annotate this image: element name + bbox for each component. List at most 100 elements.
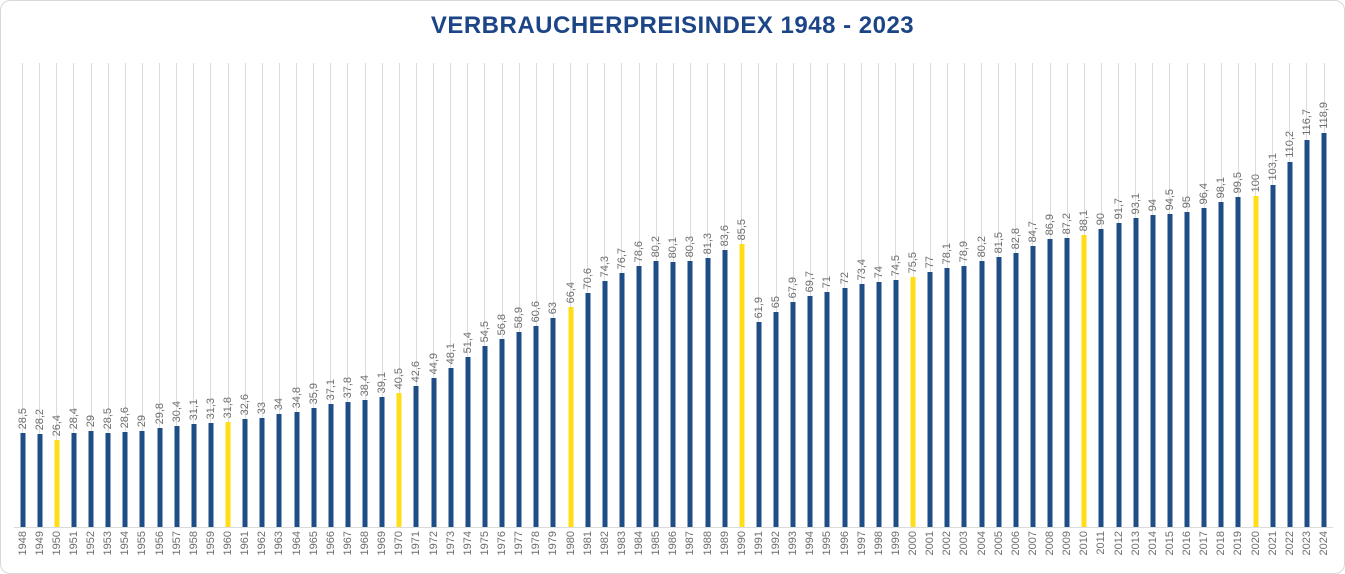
chart-column-1984: 78,6 <box>631 63 648 527</box>
chart-column-2018: 98,1 <box>1213 63 1230 527</box>
chart-column-1974: 51,4 <box>459 63 476 527</box>
value-label-2023: 116,7 <box>1300 109 1313 136</box>
chart-column-2004: 80,2 <box>973 63 990 527</box>
chart-column-1955: 29 <box>134 63 151 527</box>
x-tick-1959: 1959 <box>202 531 219 569</box>
value-label-1998: 74 <box>872 265 885 278</box>
bar-2005 <box>996 257 1002 527</box>
x-tick-1985: 1985 <box>648 531 665 569</box>
x-tick-label-1976: 1976 <box>496 531 509 556</box>
x-tick-label-2009: 2009 <box>1061 531 1074 556</box>
value-label-1950: 26,4 <box>50 414 63 436</box>
bar-2024 <box>1321 133 1327 527</box>
x-tick-label-1998: 1998 <box>872 531 885 556</box>
x-tick-label-2019: 2019 <box>1232 531 1245 556</box>
bar-1949 <box>37 434 43 527</box>
bar-1998 <box>876 282 882 527</box>
x-tick-1981: 1981 <box>579 531 596 569</box>
value-label-1971: 42,6 <box>410 360 423 382</box>
bar-1977 <box>516 332 522 527</box>
x-tick-1972: 1972 <box>425 531 442 569</box>
x-tick-2022: 2022 <box>1281 531 1298 569</box>
value-label-2004: 80,2 <box>975 235 988 257</box>
x-tick-1970: 1970 <box>391 531 408 569</box>
x-tick-1960: 1960 <box>220 531 237 569</box>
value-label-1970: 40,5 <box>393 367 406 389</box>
value-label-1982: 74,3 <box>598 255 611 277</box>
chart-column-2024: 118,9 <box>1316 63 1333 527</box>
x-tick-label-1966: 1966 <box>324 531 337 556</box>
gridline-1948 <box>22 63 24 527</box>
value-label-1972: 44,9 <box>427 352 440 374</box>
x-tick-2008: 2008 <box>1042 531 1059 569</box>
x-tick-1956: 1956 <box>151 531 168 569</box>
x-tick-1996: 1996 <box>836 531 853 569</box>
value-label-1957: 30,4 <box>170 400 183 422</box>
chart-column-1958: 31,1 <box>185 63 202 527</box>
gridline-1969 <box>381 63 383 527</box>
x-tick-label-1990: 1990 <box>735 531 748 556</box>
bar-1956 <box>157 428 163 527</box>
value-label-1956: 29,8 <box>153 402 166 424</box>
gridline-1951 <box>73 63 75 527</box>
bar-1982 <box>602 281 608 527</box>
x-tick-1988: 1988 <box>699 531 716 569</box>
chart-column-1957: 30,4 <box>168 63 185 527</box>
bar-1959 <box>208 423 214 527</box>
x-tick-1951: 1951 <box>65 531 82 569</box>
x-tick-label-2008: 2008 <box>1044 531 1057 556</box>
x-tick-label-2006: 2006 <box>1009 531 1022 556</box>
gridline-1993 <box>792 63 794 527</box>
x-tick-label-1981: 1981 <box>581 531 594 556</box>
x-tick-2001: 2001 <box>922 531 939 569</box>
chart-column-1991: 61,9 <box>750 63 767 527</box>
x-tick-1971: 1971 <box>408 531 425 569</box>
chart-column-2006: 82,8 <box>1007 63 1024 527</box>
bar-2017 <box>1201 208 1207 527</box>
value-label-1974: 51,4 <box>461 331 474 353</box>
x-tick-2011: 2011 <box>1093 531 1110 569</box>
gridline-1976 <box>501 63 503 527</box>
bar-1989 <box>722 250 728 527</box>
x-tick-label-1988: 1988 <box>701 531 714 556</box>
bar-1950 <box>54 440 60 527</box>
bar-2004 <box>979 261 985 527</box>
x-tick-label-1980: 1980 <box>564 531 577 556</box>
bar-2001 <box>927 272 933 527</box>
chart-column-2007: 84,7 <box>1024 63 1041 527</box>
value-label-1975: 54,5 <box>478 320 491 342</box>
x-tick-1980: 1980 <box>562 531 579 569</box>
x-tick-label-2016: 2016 <box>1181 531 1194 556</box>
chart-column-1997: 73,4 <box>853 63 870 527</box>
x-tick-2009: 2009 <box>1059 531 1076 569</box>
gridline-1958 <box>193 63 195 527</box>
value-label-1984: 78,6 <box>633 240 646 262</box>
chart-column-1990: 85,5 <box>733 63 750 527</box>
value-label-1992: 65 <box>770 295 783 308</box>
value-label-2018: 98,1 <box>1215 176 1228 198</box>
value-label-1952: 29 <box>85 414 98 427</box>
x-tick-1983: 1983 <box>613 531 630 569</box>
gridline-1965 <box>313 63 315 527</box>
x-tick-2015: 2015 <box>1161 531 1178 569</box>
value-label-1951: 28,4 <box>67 407 80 429</box>
x-tick-1982: 1982 <box>596 531 613 569</box>
value-label-1985: 80,2 <box>650 235 663 257</box>
x-tick-label-1995: 1995 <box>821 531 834 556</box>
value-label-1995: 71 <box>821 275 834 288</box>
x-tick-label-2012: 2012 <box>1112 531 1125 556</box>
x-tick-label-1963: 1963 <box>273 531 286 556</box>
bar-1974 <box>465 357 471 527</box>
x-tick-label-2004: 2004 <box>975 531 988 556</box>
x-tick-label-1961: 1961 <box>239 531 252 556</box>
x-tick-1967: 1967 <box>339 531 356 569</box>
x-axis: 1948 1949 1950 1951 1952 1953 1954 1955 1956 1957… <box>14 531 1333 569</box>
bar-1965 <box>311 408 317 527</box>
x-tick-1993: 1993 <box>785 531 802 569</box>
bar-1970 <box>396 393 402 527</box>
bar-1984 <box>636 266 642 527</box>
x-tick-label-1985: 1985 <box>650 531 663 556</box>
gridline-1971 <box>415 63 417 527</box>
x-tick-label-1948: 1948 <box>16 531 29 556</box>
value-label-1991: 61,9 <box>752 296 765 318</box>
